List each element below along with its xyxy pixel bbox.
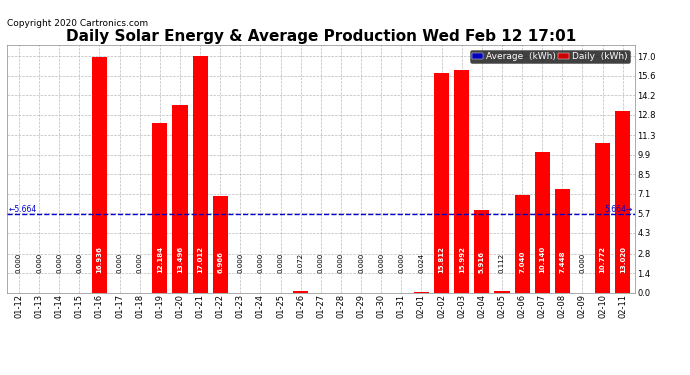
Text: 12.184: 12.184 xyxy=(157,246,163,273)
Text: 0.000: 0.000 xyxy=(398,252,404,273)
Text: 10.140: 10.140 xyxy=(539,246,545,273)
Bar xyxy=(515,195,530,292)
Bar xyxy=(535,152,550,292)
Bar xyxy=(172,105,188,292)
Text: 15.812: 15.812 xyxy=(439,246,444,273)
Bar xyxy=(92,57,107,292)
Text: 7.040: 7.040 xyxy=(519,251,525,273)
Text: Copyright 2020 Cartronics.com: Copyright 2020 Cartronics.com xyxy=(7,19,148,28)
Text: 10.772: 10.772 xyxy=(600,246,606,273)
Text: 0.000: 0.000 xyxy=(137,252,143,273)
Legend: Average  (kWh), Daily  (kWh): Average (kWh), Daily (kWh) xyxy=(470,50,630,63)
Text: 16.936: 16.936 xyxy=(97,246,103,273)
Text: 0.112: 0.112 xyxy=(499,253,505,273)
Text: 15.992: 15.992 xyxy=(459,246,465,273)
Text: 0.000: 0.000 xyxy=(338,252,344,273)
Bar xyxy=(434,73,449,292)
Bar xyxy=(152,123,168,292)
Text: 5.916: 5.916 xyxy=(479,251,485,273)
Text: 0.000: 0.000 xyxy=(56,252,62,273)
Bar xyxy=(454,70,469,292)
Text: 0.000: 0.000 xyxy=(318,252,324,273)
Text: ←5.664: ←5.664 xyxy=(9,205,37,214)
Text: 0.000: 0.000 xyxy=(358,252,364,273)
Text: 17.012: 17.012 xyxy=(197,246,203,273)
Text: 0.072: 0.072 xyxy=(297,253,304,273)
Text: 0.024: 0.024 xyxy=(418,253,424,273)
Bar xyxy=(193,56,208,292)
Text: 0.000: 0.000 xyxy=(277,252,284,273)
Bar xyxy=(595,143,610,292)
Text: 6.966: 6.966 xyxy=(217,251,224,273)
Text: 7.448: 7.448 xyxy=(560,250,565,273)
Bar xyxy=(213,196,228,292)
Bar xyxy=(293,291,308,292)
Bar xyxy=(555,189,570,292)
Bar xyxy=(474,210,489,292)
Bar xyxy=(495,291,509,292)
Text: 5.664→: 5.664→ xyxy=(604,205,633,214)
Title: Daily Solar Energy & Average Production Wed Feb 12 17:01: Daily Solar Energy & Average Production … xyxy=(66,29,576,44)
Bar xyxy=(615,111,630,292)
Text: 0.000: 0.000 xyxy=(580,252,586,273)
Text: 0.000: 0.000 xyxy=(257,252,264,273)
Text: 13.496: 13.496 xyxy=(177,246,183,273)
Text: 0.000: 0.000 xyxy=(117,252,123,273)
Text: 0.000: 0.000 xyxy=(237,252,244,273)
Text: 13.020: 13.020 xyxy=(620,246,626,273)
Text: 0.000: 0.000 xyxy=(378,252,384,273)
Text: 0.000: 0.000 xyxy=(36,252,42,273)
Text: 0.000: 0.000 xyxy=(16,252,22,273)
Text: 0.000: 0.000 xyxy=(77,252,82,273)
